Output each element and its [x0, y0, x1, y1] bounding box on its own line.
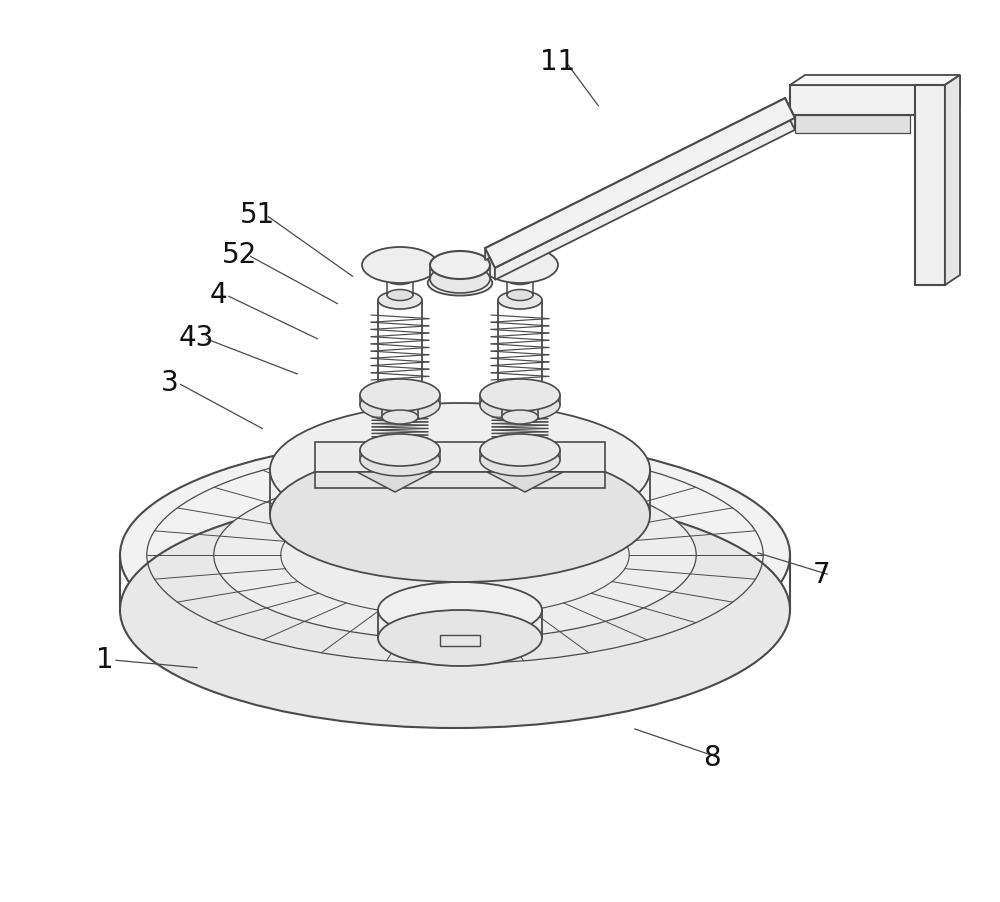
Polygon shape [487, 472, 563, 492]
Polygon shape [790, 75, 960, 85]
Polygon shape [945, 75, 960, 115]
Ellipse shape [120, 492, 790, 728]
Ellipse shape [430, 265, 490, 293]
Ellipse shape [507, 290, 533, 300]
Ellipse shape [378, 610, 542, 666]
Text: 7: 7 [813, 561, 831, 589]
Polygon shape [357, 472, 433, 492]
Ellipse shape [382, 410, 418, 424]
Polygon shape [785, 98, 795, 130]
Ellipse shape [360, 434, 440, 466]
Polygon shape [790, 85, 945, 115]
Polygon shape [485, 98, 785, 260]
Text: 8: 8 [703, 744, 721, 772]
Ellipse shape [378, 582, 542, 638]
Polygon shape [315, 442, 605, 472]
Text: 43: 43 [178, 324, 214, 352]
Polygon shape [370, 257, 430, 271]
Ellipse shape [480, 389, 560, 421]
Polygon shape [945, 75, 960, 285]
Ellipse shape [428, 271, 492, 296]
Ellipse shape [430, 251, 490, 279]
Ellipse shape [270, 403, 650, 537]
Ellipse shape [360, 379, 440, 411]
Text: 11: 11 [540, 48, 576, 76]
Ellipse shape [360, 444, 440, 476]
Ellipse shape [387, 290, 413, 300]
Ellipse shape [502, 410, 538, 424]
Ellipse shape [480, 379, 560, 411]
Ellipse shape [480, 444, 560, 476]
Text: 4: 4 [209, 281, 227, 309]
Polygon shape [915, 85, 945, 285]
Ellipse shape [360, 389, 440, 421]
Polygon shape [495, 118, 795, 280]
Text: 3: 3 [161, 369, 179, 397]
Polygon shape [795, 115, 910, 133]
Ellipse shape [214, 470, 696, 640]
Ellipse shape [120, 437, 790, 673]
Ellipse shape [270, 448, 650, 582]
Ellipse shape [507, 273, 533, 284]
Text: 1: 1 [96, 646, 114, 674]
Polygon shape [315, 472, 605, 488]
Text: 52: 52 [222, 241, 258, 269]
Text: 51: 51 [240, 201, 276, 229]
Polygon shape [490, 257, 550, 271]
Ellipse shape [498, 291, 542, 309]
Ellipse shape [480, 434, 560, 466]
Ellipse shape [378, 291, 422, 309]
Ellipse shape [482, 247, 558, 283]
Polygon shape [485, 98, 795, 268]
Ellipse shape [387, 273, 413, 284]
Ellipse shape [362, 247, 438, 283]
Polygon shape [440, 635, 480, 646]
